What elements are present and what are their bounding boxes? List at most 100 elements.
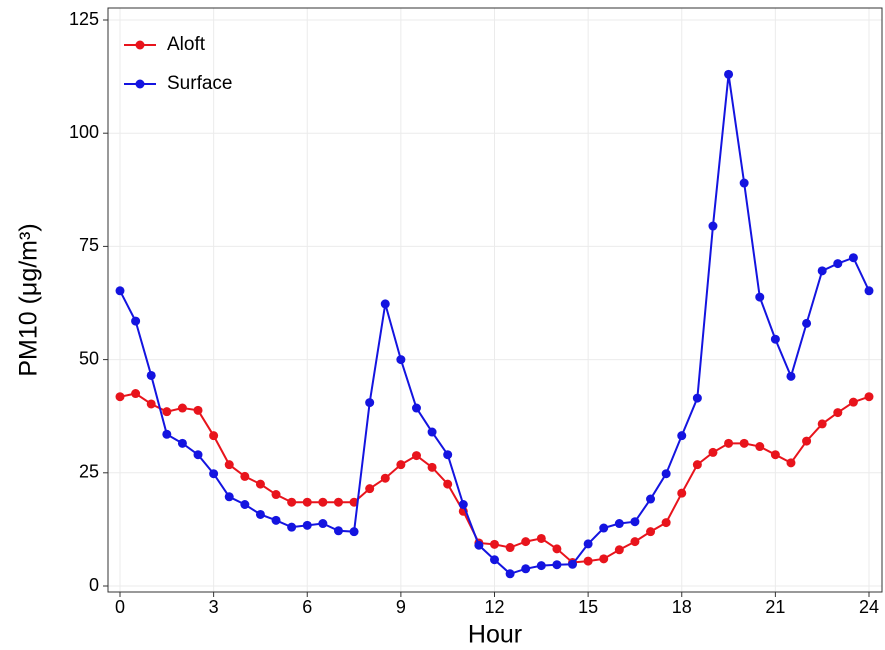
y-tick-label: 0 [89,575,99,595]
data-point [536,561,546,571]
data-point [318,497,328,507]
data-point [552,544,562,554]
data-point [817,419,827,429]
data-point [708,447,718,457]
data-point [630,537,640,547]
data-point [786,458,796,468]
data-point [224,492,234,502]
data-point [536,533,546,543]
data-point [443,450,453,460]
data-point [115,392,125,402]
data-point [614,519,624,529]
data-point [802,318,812,328]
data-point [333,497,343,507]
data-point [583,539,593,549]
data-point [427,462,437,472]
x-tick-label: 6 [302,597,312,617]
data-point [349,527,359,537]
data-point [646,527,656,537]
data-point [802,436,812,446]
data-point [240,499,250,509]
data-point [833,259,843,269]
data-point [240,471,250,481]
y-axis-title: PM10 (μg/m³) [15,223,43,376]
data-point [864,392,874,402]
data-point [458,499,468,509]
data-point [677,488,687,498]
data-point [614,545,624,555]
data-point [411,451,421,461]
data-point [599,523,609,533]
data-point [131,316,141,326]
data-point [162,429,172,439]
data-point [287,497,297,507]
data-point [474,540,484,550]
x-tick-label: 24 [859,597,879,617]
data-point [739,438,749,448]
data-point [692,393,702,403]
x-tick-label: 9 [396,597,406,617]
x-tick-label: 0 [115,597,125,617]
data-point [302,497,312,507]
data-point [724,438,734,448]
legend-marker [135,40,145,50]
data-point [146,399,156,409]
data-point [490,555,499,565]
x-tick-label: 21 [765,597,785,617]
data-point [661,518,671,528]
data-point [349,497,359,507]
legend-marker [135,79,145,89]
data-point [287,522,297,532]
data-point [255,509,265,519]
data-point [630,517,640,527]
data-point [318,519,328,529]
data-point [255,479,265,489]
data-point [396,355,406,365]
data-point [115,286,125,296]
data-point [724,69,734,79]
data-point [193,405,203,415]
y-tick-label: 25 [79,462,99,482]
y-tick-label: 100 [69,122,99,142]
data-point [302,520,312,530]
data-point [646,494,656,504]
data-point [224,460,234,470]
x-axis-title: Hour [468,621,522,649]
data-point [131,389,141,399]
data-point [380,299,390,309]
x-tick-label: 18 [672,597,692,617]
y-tick-label: 50 [79,348,99,368]
data-point [755,442,765,452]
data-point [271,515,281,525]
data-point [411,403,421,413]
data-point [162,407,172,417]
data-point [271,490,281,500]
legend-label: Aloft [167,34,206,55]
data-point [209,431,219,441]
data-point [380,473,390,483]
data-point [365,398,375,408]
data-point [490,539,499,549]
data-point [848,253,858,263]
data-point [739,178,749,188]
data-point [505,569,515,579]
data-point [848,397,858,407]
data-point [568,559,578,569]
data-point [146,370,156,380]
y-tick-label: 125 [69,9,99,29]
data-point [786,371,796,381]
data-point [583,556,593,566]
data-point [177,403,187,413]
data-point [443,479,453,489]
data-point [177,438,187,448]
data-point [505,543,515,553]
data-point [599,554,609,564]
x-tick-label: 3 [209,597,219,617]
data-point [677,431,687,441]
data-point [692,460,702,470]
data-point [661,469,671,479]
data-point [864,286,874,296]
data-point [708,221,718,231]
